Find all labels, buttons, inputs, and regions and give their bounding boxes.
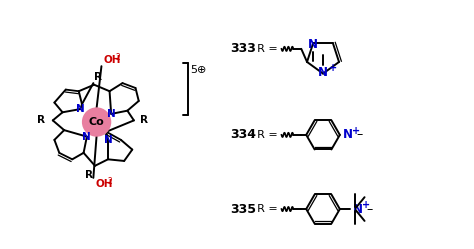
Text: R: R: [140, 115, 148, 125]
Text: : R =: : R =: [250, 130, 278, 140]
Text: 333: 333: [230, 42, 256, 55]
Text: : R =: : R =: [250, 44, 278, 54]
Text: N: N: [103, 135, 112, 145]
Text: R: R: [37, 115, 45, 125]
Circle shape: [83, 108, 110, 136]
Text: : R =: : R =: [250, 204, 278, 214]
Text: 2: 2: [115, 53, 120, 62]
Text: +: +: [329, 63, 337, 73]
Text: Co: Co: [89, 117, 104, 127]
Text: N: N: [318, 66, 328, 79]
Text: R: R: [94, 72, 102, 82]
Text: OH: OH: [95, 179, 113, 189]
Text: N: N: [107, 109, 116, 119]
Text: OH: OH: [103, 55, 121, 65]
Text: N: N: [82, 132, 91, 142]
Text: N: N: [308, 38, 318, 51]
Text: N: N: [76, 104, 85, 114]
Text: 334: 334: [230, 128, 256, 141]
Text: –: –: [356, 128, 363, 141]
Text: 2: 2: [107, 177, 112, 186]
Text: N: N: [353, 202, 363, 216]
Text: N: N: [343, 128, 353, 141]
Text: 5⊕: 5⊕: [191, 65, 207, 75]
Text: –: –: [366, 202, 373, 216]
Text: +: +: [362, 200, 370, 210]
Text: 335: 335: [230, 202, 256, 216]
Text: +: +: [352, 126, 360, 136]
Text: R: R: [85, 170, 93, 180]
